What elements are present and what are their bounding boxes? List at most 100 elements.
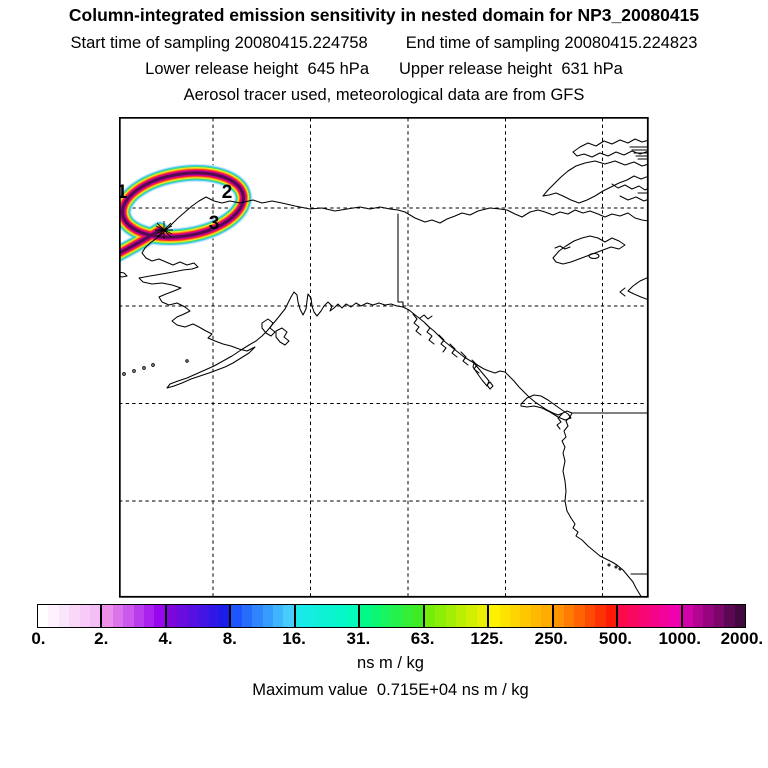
upper-release-text: Upper release height 631 hPa <box>399 60 623 78</box>
colorbar-cell <box>553 605 565 627</box>
colorbar-cell <box>316 605 328 627</box>
colorbar-tick-16: 16. <box>282 629 306 648</box>
max-value-label: Maximum value 0.715E+04 ns m / kg <box>252 681 529 699</box>
colorbar-cell <box>166 605 178 627</box>
colorbar-cell <box>509 605 521 627</box>
colorbar-cell <box>306 605 317 627</box>
colorbar-segment-0-2 <box>38 605 101 627</box>
colorbar-cell <box>58 605 70 627</box>
colorbar-cell <box>252 605 263 627</box>
colorbar-cell <box>154 605 165 627</box>
colorbar-cell <box>231 605 242 627</box>
colorbar-cell <box>445 605 456 627</box>
colorbar-tick-2000: 2000. <box>720 629 764 648</box>
trajectory-label-2: 2 <box>222 182 233 203</box>
lat-lon-grid <box>119 118 648 597</box>
colorbar-cell <box>564 605 575 627</box>
colorbar-cell <box>295 605 307 627</box>
trajectory-label-3: 3 <box>209 213 220 234</box>
colorbar-cell <box>177 605 188 627</box>
colorbar-cell <box>670 605 681 627</box>
colorbar-cell <box>262 605 273 627</box>
colorbar-cell <box>659 605 671 627</box>
colorbar-tick-4: 4. <box>158 629 173 648</box>
start-time-text: Start time of sampling 20080415.224758 <box>70 34 368 52</box>
colorbar-cell <box>48 605 59 627</box>
tracer-info-line: Aerosol tracer used, meteorological data… <box>0 86 768 105</box>
colorbar-cell <box>187 605 199 627</box>
colorbar-cell <box>595 605 606 627</box>
colorbar-tick-0: 0. <box>31 629 46 648</box>
coastlines <box>119 138 649 597</box>
political-borders <box>397 213 649 575</box>
colorbar-cell <box>692 605 704 627</box>
colorbar-segment-31-63 <box>358 605 423 627</box>
colorbar-segment-500-1000 <box>616 605 681 627</box>
colorbar-cell <box>499 605 510 627</box>
plume-contour-layer <box>119 228 162 255</box>
colorbar-cell <box>605 605 617 627</box>
colorbar-cell <box>327 605 338 627</box>
plume-contour-layer <box>121 171 245 239</box>
colorbar-cell <box>520 605 531 627</box>
colorbar-cell <box>724 605 735 627</box>
colorbar-cell <box>360 605 371 627</box>
colorbar-cell <box>144 605 155 627</box>
emission-sensitivity-plume <box>119 163 253 264</box>
trajectory-label-1: 1 <box>119 182 128 203</box>
colorbar-cell <box>79 605 91 627</box>
colorbar-cell <box>370 605 382 627</box>
colorbar-cell <box>381 605 392 627</box>
colorbar-cell <box>638 605 650 627</box>
colorbar-cell <box>272 605 284 627</box>
colorbar-cell <box>476 605 488 627</box>
colorbar-cell <box>412 605 423 627</box>
colorbar-cell <box>466 605 477 627</box>
colorbar-cell <box>90 605 101 627</box>
colorbar-cell <box>734 605 745 627</box>
colorbar-cell <box>682 605 693 627</box>
colorbar-cell <box>241 605 253 627</box>
colorbar-cell <box>713 605 725 627</box>
colorbar-tick-125: 125. <box>470 629 504 648</box>
colorbar-cell <box>541 605 552 627</box>
colorbar-segment-125-250 <box>487 605 552 627</box>
colorbar-segment-250-500 <box>551 605 617 627</box>
colorbar-cell <box>618 605 629 627</box>
sampling-times-line: Start time of sampling 20080415.224758 E… <box>0 34 768 53</box>
colorbar-cell <box>489 605 500 627</box>
colorbar-cell <box>283 605 294 627</box>
colorbar-cell <box>347 605 359 627</box>
colorbar-tick-500: 500. <box>598 629 632 648</box>
map-canvas: 1 2 3 <box>119 117 649 598</box>
colorbar-ticks: 0. 2. 4. 8. 16. 31. 63. 125. 250. 500. 1000. 2000. <box>31 629 763 651</box>
colorbar-cell <box>649 605 660 627</box>
colorbar-cell <box>391 605 402 627</box>
colorbar-tick-250: 250. <box>534 629 568 648</box>
colorbar-segment-2-4 <box>100 605 165 627</box>
colorbar-cell <box>69 605 80 627</box>
tracer-text: Aerosol tracer used, meteorological data… <box>183 86 585 104</box>
colorbar-cell <box>218 605 230 627</box>
colorbar-cell <box>112 605 124 627</box>
colorbar-segment-1000-2000 <box>680 605 745 627</box>
colorbar-cell <box>435 605 446 627</box>
colorbar-cell <box>584 605 596 627</box>
map-frame <box>119 117 649 598</box>
colorbar-cell <box>628 605 639 627</box>
alaska-canada-border <box>397 213 404 308</box>
figure-title: Column-integrated emission sensitivity i… <box>68 5 700 25</box>
colorbar-units: ns m / kg <box>357 654 424 672</box>
colorbar-cell <box>424 605 436 627</box>
colorbar-cell <box>337 605 348 627</box>
colorbar-cell <box>123 605 134 627</box>
colorbar-cell <box>102 605 113 627</box>
colorbar-segment-4-8 <box>164 605 230 627</box>
end-time-text: End time of sampling 20080415.224823 <box>405 34 698 52</box>
colorbar-tick-31: 31. <box>346 629 371 648</box>
colorbar-cell <box>574 605 585 627</box>
colorbar-segment-8-16 <box>229 605 294 627</box>
colorbar-cell <box>530 605 542 627</box>
colorbar-cell <box>38 605 49 627</box>
